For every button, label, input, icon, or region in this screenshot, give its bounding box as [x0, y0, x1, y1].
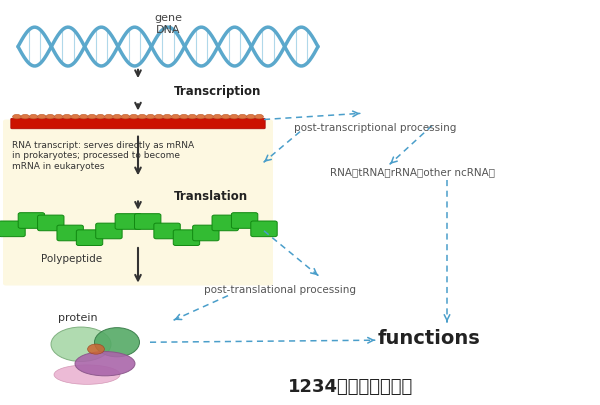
Ellipse shape: [21, 114, 29, 119]
Text: post-transcriptional processing: post-transcriptional processing: [294, 123, 457, 132]
Ellipse shape: [163, 114, 172, 119]
Ellipse shape: [88, 114, 96, 119]
Ellipse shape: [121, 114, 130, 119]
Ellipse shape: [155, 114, 163, 119]
FancyBboxPatch shape: [154, 223, 180, 239]
Ellipse shape: [205, 114, 213, 119]
Ellipse shape: [180, 114, 188, 119]
FancyBboxPatch shape: [3, 119, 273, 286]
Ellipse shape: [196, 114, 205, 119]
Ellipse shape: [13, 114, 21, 119]
FancyBboxPatch shape: [232, 213, 258, 228]
Text: Polypeptide: Polypeptide: [41, 254, 103, 264]
Text: Transcription: Transcription: [174, 85, 262, 98]
Ellipse shape: [96, 114, 104, 119]
FancyBboxPatch shape: [38, 215, 64, 231]
Ellipse shape: [146, 114, 155, 119]
Ellipse shape: [230, 114, 238, 119]
FancyBboxPatch shape: [57, 225, 83, 241]
Text: post-translational processing: post-translational processing: [204, 285, 356, 294]
Ellipse shape: [75, 352, 135, 376]
FancyBboxPatch shape: [212, 215, 238, 231]
Text: Translation: Translation: [174, 190, 248, 203]
Ellipse shape: [172, 114, 180, 119]
FancyBboxPatch shape: [173, 230, 200, 245]
Text: 1234综合娱乐资讯网: 1234综合娱乐资讯网: [288, 378, 413, 396]
Text: DNA: DNA: [156, 26, 180, 35]
Ellipse shape: [95, 328, 139, 357]
Ellipse shape: [51, 327, 111, 362]
FancyBboxPatch shape: [11, 118, 265, 129]
Ellipse shape: [130, 114, 138, 119]
Ellipse shape: [38, 114, 46, 119]
Ellipse shape: [46, 114, 55, 119]
FancyBboxPatch shape: [134, 214, 161, 229]
Ellipse shape: [238, 114, 247, 119]
Ellipse shape: [104, 114, 113, 119]
Ellipse shape: [255, 114, 263, 119]
Text: gene: gene: [154, 13, 182, 23]
Text: RNA（tRNA、rRNA、other ncRNA）: RNA（tRNA、rRNA、other ncRNA）: [330, 167, 495, 177]
FancyBboxPatch shape: [251, 221, 277, 237]
FancyBboxPatch shape: [193, 225, 219, 241]
Ellipse shape: [63, 114, 71, 119]
Ellipse shape: [88, 344, 104, 354]
Ellipse shape: [54, 365, 120, 384]
Ellipse shape: [221, 114, 230, 119]
Ellipse shape: [79, 114, 88, 119]
FancyBboxPatch shape: [76, 230, 103, 245]
Text: functions: functions: [378, 329, 481, 347]
Ellipse shape: [213, 114, 221, 119]
FancyBboxPatch shape: [0, 221, 25, 237]
Ellipse shape: [138, 114, 146, 119]
FancyBboxPatch shape: [115, 214, 142, 229]
Text: RNA transcript: serves directly as mRNA
in prokaryotes; processed to become
mRNA: RNA transcript: serves directly as mRNA …: [12, 141, 194, 171]
FancyBboxPatch shape: [18, 213, 44, 228]
Ellipse shape: [71, 114, 80, 119]
Text: protein: protein: [58, 313, 98, 323]
Ellipse shape: [247, 114, 255, 119]
Ellipse shape: [113, 114, 121, 119]
Ellipse shape: [188, 114, 197, 119]
Ellipse shape: [55, 114, 63, 119]
FancyBboxPatch shape: [96, 223, 122, 239]
Ellipse shape: [29, 114, 38, 119]
